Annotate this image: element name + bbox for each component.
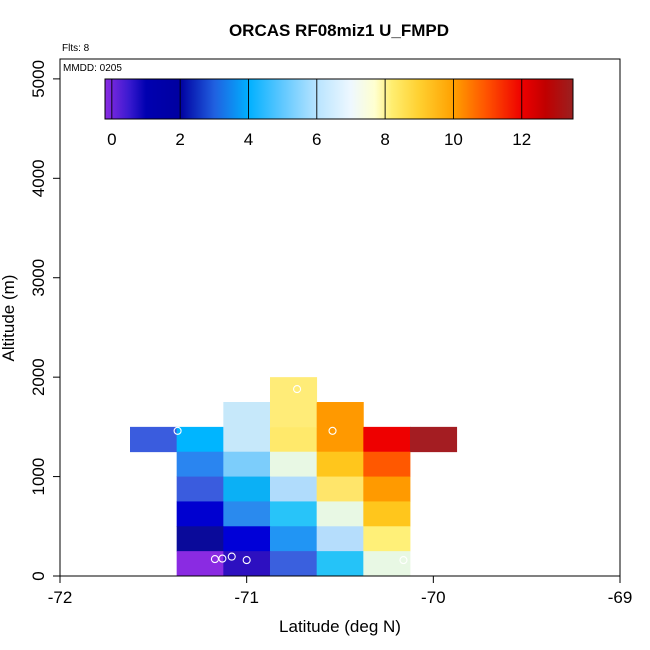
date-label: MMDD: 0205 — [63, 63, 122, 74]
heatmap-cell — [316, 451, 364, 477]
plot-frame — [59, 58, 621, 577]
colorbar-tick-label: 0 — [107, 130, 116, 149]
y-tick-label: 1000 — [29, 458, 48, 496]
y-tick-label: 5000 — [29, 60, 48, 98]
y-tick-label: 4000 — [29, 159, 48, 197]
observation-point — [218, 554, 227, 563]
heatmap-cell — [223, 501, 271, 527]
heatmap-cell — [316, 501, 364, 527]
flights-label: Flts: 8 — [62, 43, 90, 54]
heatmap-cell — [176, 501, 224, 527]
observation-points — [173, 385, 475, 565]
observation-point — [293, 385, 302, 394]
observation-point — [466, 423, 475, 432]
heatmap-cell — [410, 426, 458, 453]
colorbar-tick-label: 4 — [244, 130, 253, 149]
heatmap-cell — [223, 451, 271, 477]
observation-point — [242, 556, 251, 565]
heatmap-cell — [270, 501, 318, 527]
observation-point — [227, 552, 236, 561]
colorbar: 0 2 4 6 8 10 12 — [104, 78, 574, 149]
heatmap-cell — [316, 402, 364, 428]
heatmap-cell — [176, 526, 224, 552]
heatmap-cell — [223, 526, 271, 552]
heatmap-cell — [223, 402, 271, 428]
y-tick-label: 2000 — [29, 358, 48, 396]
colorbar-tick-label: 12 — [512, 130, 531, 149]
heatmap-cell — [176, 426, 224, 453]
heatmap-cell — [316, 476, 364, 502]
heatmap-cell — [363, 526, 411, 552]
x-tick-label: -69 — [608, 588, 633, 607]
x-tick-label: -70 — [421, 588, 446, 607]
heatmap-cell — [176, 476, 224, 502]
heatmap-cell — [270, 551, 318, 577]
colorbar-tick-label: 2 — [175, 130, 184, 149]
heatmap-cell — [316, 426, 364, 453]
observation-point — [328, 426, 337, 435]
heatmap-cell — [363, 501, 411, 527]
heatmap-cell — [270, 451, 318, 477]
heatmap-cell — [316, 526, 364, 552]
heatmap-cell — [363, 426, 411, 453]
heatmap-cell — [176, 551, 224, 577]
y-axis-title: Altitude (m) — [0, 275, 18, 362]
y-tick-label: 3000 — [29, 259, 48, 297]
x-axis-title: Latitude (deg N) — [279, 617, 401, 636]
x-tick-label: -72 — [48, 588, 73, 607]
y-tick-label: 0 — [29, 571, 48, 580]
heatmap-cell — [363, 451, 411, 477]
heatmap-cell — [176, 451, 224, 477]
colorbar-tick-label: 8 — [380, 130, 389, 149]
chart-title: ORCAS RF08miz1 U_FMPD — [229, 21, 449, 40]
heatmap-cell — [316, 551, 364, 577]
heatmap-cell — [130, 426, 178, 453]
heatmap-cell — [270, 426, 318, 453]
colorbar-gradient — [104, 78, 574, 120]
colorbar-tick-label: 10 — [444, 130, 463, 149]
x-tick-label: -71 — [234, 588, 259, 607]
heatmap-cell — [270, 402, 318, 428]
heatmap-cell — [270, 476, 318, 502]
colorbar-tick-label: 6 — [312, 130, 321, 149]
observation-point — [173, 426, 182, 435]
observation-point — [399, 556, 408, 565]
heatmap-cell — [270, 526, 318, 552]
heatmap-cell — [363, 476, 411, 502]
heatmap-cell — [223, 476, 271, 502]
heatmap-cell — [223, 426, 271, 453]
axes: -72 -71 -70 -69 0 1000 2000 3000 4000 5000 — [29, 60, 632, 607]
heatmap-cells — [130, 377, 458, 577]
